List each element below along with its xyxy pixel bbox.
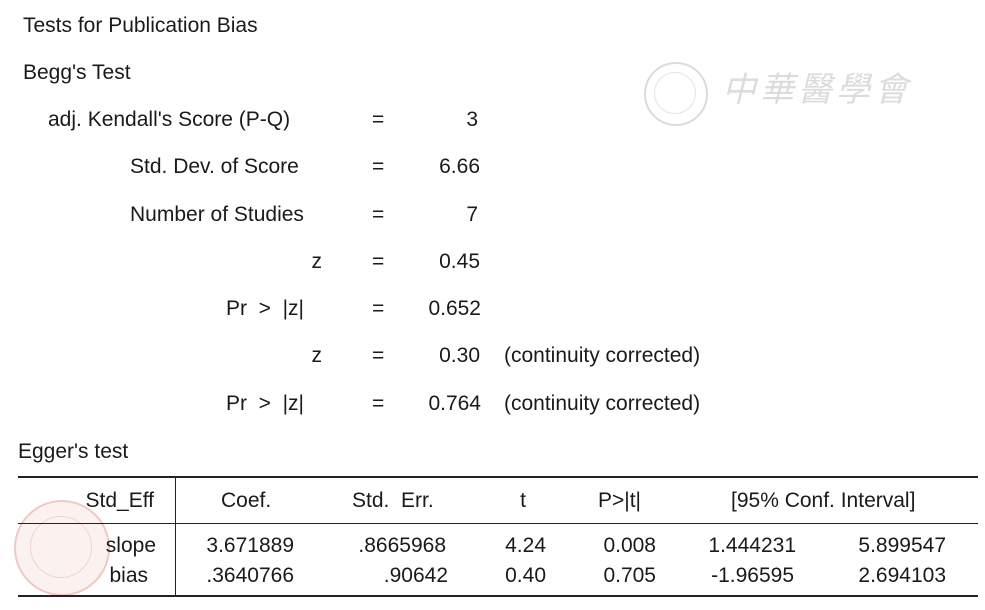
begg-label: z bbox=[311, 250, 323, 273]
table-row-name: slope bbox=[105, 534, 156, 557]
begg-equals: = bbox=[372, 344, 385, 367]
begg-equals: = bbox=[372, 392, 385, 415]
begg-value: 0.764 bbox=[428, 392, 481, 415]
table-cell-t: 0.40 bbox=[505, 564, 546, 587]
begg-label: z bbox=[311, 344, 323, 367]
table-cell-t: 4.24 bbox=[505, 534, 546, 557]
column-header: P>|t| bbox=[598, 489, 642, 512]
begg-label: Pr > |z| bbox=[226, 392, 305, 415]
table-cell-ci-high: 2.694103 bbox=[858, 564, 946, 587]
column-header: Std. Err. bbox=[352, 489, 434, 512]
begg-note: (continuity corrected) bbox=[504, 344, 701, 367]
column-header: Coef. bbox=[221, 489, 272, 512]
table-cell-coef: 3.671889 bbox=[206, 534, 294, 557]
watermark-seal-bottom-icon bbox=[14, 500, 110, 596]
begg-equals: = bbox=[372, 155, 385, 178]
begg-value: 7 bbox=[466, 203, 478, 226]
table-header-rule bbox=[18, 523, 978, 524]
begg-heading: Begg's Test bbox=[23, 61, 131, 84]
column-header: [95% Conf. Interval] bbox=[731, 489, 916, 512]
begg-note: (continuity corrected) bbox=[504, 392, 701, 415]
table-cell-ci-low: -1.96595 bbox=[711, 564, 794, 587]
begg-equals: = bbox=[372, 108, 385, 131]
table-cell-se: .90642 bbox=[383, 564, 448, 587]
begg-equals: = bbox=[372, 250, 385, 273]
egger-heading: Egger's test bbox=[18, 440, 129, 463]
begg-value: 0.45 bbox=[439, 250, 480, 273]
begg-label: adj. Kendall's Score (P-Q) bbox=[48, 108, 291, 131]
table-cell-p: 0.008 bbox=[603, 534, 656, 557]
table-cell-p: 0.705 bbox=[603, 564, 656, 587]
begg-label: Std. Dev. of Score bbox=[130, 155, 299, 178]
begg-equals: = bbox=[372, 203, 385, 226]
table-divider bbox=[175, 477, 176, 595]
begg-label: Pr > |z| bbox=[226, 297, 305, 320]
table-top-rule bbox=[18, 476, 978, 478]
table-cell-ci-high: 5.899547 bbox=[858, 534, 946, 557]
begg-value: 6.66 bbox=[439, 155, 480, 178]
watermark-seal-icon bbox=[644, 62, 708, 126]
page-title: Tests for Publication Bias bbox=[23, 14, 258, 37]
table-cell-coef: .3640766 bbox=[206, 564, 294, 587]
begg-value: 0.30 bbox=[439, 344, 480, 367]
begg-label: Number of Studies bbox=[130, 203, 304, 226]
begg-value: 3 bbox=[466, 108, 478, 131]
table-cell-se: .8665968 bbox=[358, 534, 446, 557]
begg-equals: = bbox=[372, 297, 385, 320]
column-header: t bbox=[520, 489, 526, 512]
table-row-name: bias bbox=[109, 564, 148, 587]
begg-value: 0.652 bbox=[428, 297, 481, 320]
watermark-text: 中華醫學會 bbox=[722, 70, 912, 110]
table-cell-ci-low: 1.444231 bbox=[708, 534, 796, 557]
column-header: Std_Eff bbox=[85, 489, 155, 512]
table-bottom-rule bbox=[18, 595, 978, 597]
